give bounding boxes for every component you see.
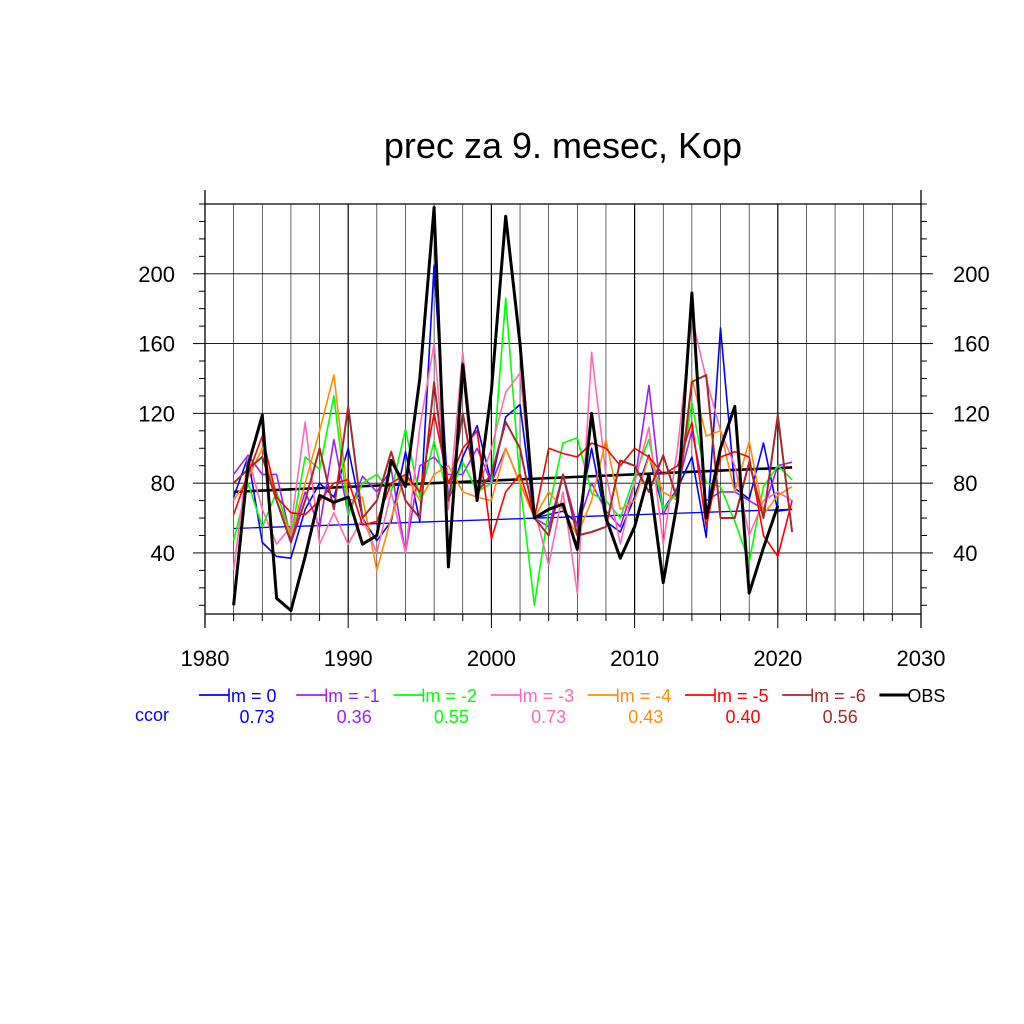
y-tick-label-left: 160 — [138, 332, 175, 357]
series-line-0 — [232, 264, 793, 559]
legend-label: lm = 0 — [227, 686, 277, 706]
ccor-value: 0.40 — [725, 707, 760, 727]
ccor-value: 0.73 — [239, 707, 274, 727]
legend-label: lm = -3 — [519, 686, 575, 706]
x-tick-label: 2020 — [753, 646, 802, 671]
legend-label: lm = -6 — [810, 686, 866, 706]
tick-labels: 40 40 80 80 120 120 160 160 200 200 1980 1990 2000 20… — [138, 262, 989, 671]
series-line-5 — [232, 412, 793, 558]
chart-title: prec za 9. mesec, Kop — [384, 125, 742, 166]
ccor-value: 0.55 — [434, 707, 469, 727]
y-tick-label-left: 40 — [151, 541, 175, 566]
x-tick-label: 2010 — [610, 646, 659, 671]
ccor-value: 0.73 — [531, 707, 566, 727]
series-line-3 — [232, 316, 793, 594]
series-line-6 — [232, 374, 794, 544]
ccor-value: 0.43 — [628, 707, 663, 727]
y-tick-label-right: 120 — [953, 401, 990, 426]
y-tick-label-right: 80 — [953, 471, 977, 496]
ccor-value: 0.56 — [823, 707, 858, 727]
y-tick-label-left: 200 — [138, 262, 175, 287]
x-tick-label: 1980 — [181, 646, 230, 671]
x-tick-label: 1990 — [324, 646, 373, 671]
y-tick-label-right: 40 — [953, 541, 977, 566]
ccor-value: 0.36 — [337, 707, 372, 727]
y-tick-label-right: 200 — [953, 262, 990, 287]
trend-line-0 — [233, 508, 793, 530]
plot-frame — [193, 190, 933, 628]
legend-label: OBS — [907, 686, 945, 706]
y-tick-label-right: 160 — [953, 332, 990, 357]
x-tick-label: 2000 — [467, 646, 516, 671]
x-tick-label: 2030 — [897, 646, 946, 671]
series-line-7 — [232, 206, 780, 612]
y-tick-label-left: 80 — [151, 471, 175, 496]
series-line-2 — [232, 297, 793, 607]
legend-label: lm = -4 — [616, 686, 672, 706]
grid — [205, 204, 921, 614]
y-tick-label-left: 120 — [138, 401, 175, 426]
legend-label: lm = -5 — [713, 686, 769, 706]
legend-label: lm = -2 — [421, 686, 477, 706]
ccor-label: ccor — [135, 705, 169, 725]
legend-label: lm = -1 — [324, 686, 380, 706]
series-lines — [232, 206, 794, 612]
